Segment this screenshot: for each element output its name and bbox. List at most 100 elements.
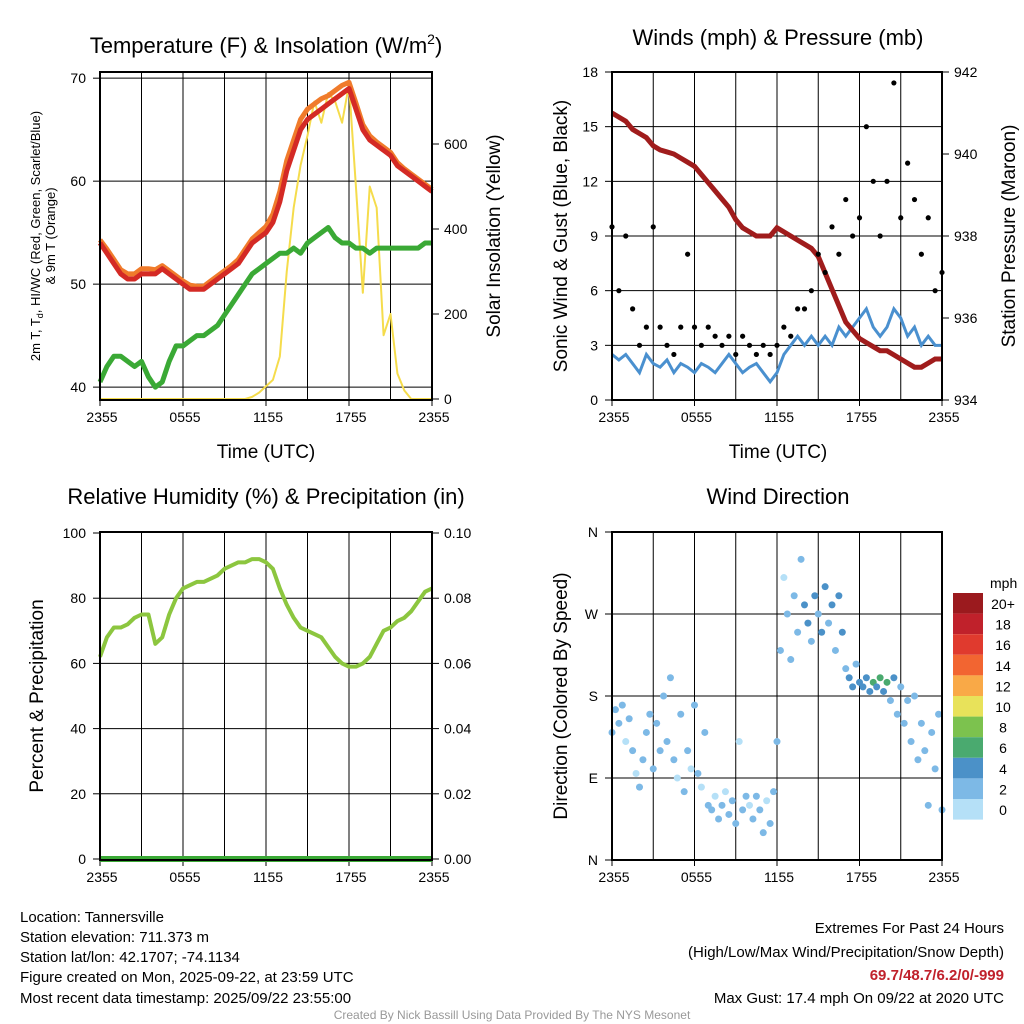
gust-point: [843, 196, 849, 203]
gust-point: [918, 251, 924, 257]
gust-point: [746, 342, 753, 348]
temperature-title: Temperature (F) & Insolation (W/m2): [90, 31, 443, 58]
wind-direction-point: [866, 687, 874, 695]
y-tick-label: 40: [70, 379, 86, 395]
wind-direction-point: [684, 747, 692, 755]
recent-data-text: Most recent data timestamp: 2025/09/22 2…: [20, 990, 351, 1007]
wind-direction-point: [680, 788, 688, 796]
wind-direction-point: [835, 592, 843, 600]
y-tick-label: N: [588, 524, 598, 540]
x-tick-label: 2355: [928, 409, 959, 425]
wind-direction-point: [893, 710, 901, 718]
pressure-line: [610, 110, 942, 370]
wind-direction-point: [673, 774, 681, 782]
wind-direction-point: [739, 806, 747, 814]
gust-point: [850, 233, 856, 239]
extremes-values: 69.7/48.7/6.2/0/-999: [870, 967, 1004, 984]
series-line-2m-t: [97, 85, 434, 292]
wind-direction-point: [880, 687, 888, 695]
colorbar-swatch: [953, 778, 983, 799]
wind-direction-point: [618, 701, 626, 709]
x-tick-label: 0555: [169, 409, 200, 425]
right-y-tick-label: 942: [954, 64, 978, 80]
gust-point: [650, 224, 656, 230]
wind-direction-point: [718, 801, 726, 809]
right-y-tick-label: 0.08: [444, 590, 471, 606]
wind-direction-point: [828, 601, 836, 609]
temperature-xlabel: Time (UTC): [217, 442, 316, 463]
wind-direction-point: [825, 619, 833, 627]
wind-direction-point: [670, 756, 678, 764]
x-tick-label: 1155: [764, 409, 794, 425]
wind-direction-point: [818, 628, 826, 636]
x-tick-label: 1755: [335, 869, 366, 885]
wind-direction-point: [697, 783, 705, 791]
colorbar-label: 6: [999, 740, 1007, 756]
wind-direction-point: [794, 628, 802, 636]
station-info: Location: Tannersville Station elevation…: [20, 909, 354, 1007]
temperature-panel: Temperature (F) & Insolation (W/m2) 2m T…: [28, 31, 505, 463]
panel-2-axes: 0 20 40 60 80 100 0.00 0.02 0.04 0.06 0.08 0.10 2355…: [63, 525, 472, 885]
gust-point: [657, 324, 663, 330]
y-tick-label: 9: [590, 228, 598, 244]
wind-direction-point: [907, 738, 915, 746]
plot-frame: [611, 71, 943, 401]
wind-direction-point: [783, 610, 791, 618]
plot-frame: [99, 71, 433, 401]
credit-text: Created By Nick Bassill Using Data Provi…: [334, 1008, 691, 1022]
gust-point: [829, 224, 835, 230]
right-y-tick-label: 940: [954, 146, 978, 162]
gust-point: [691, 324, 698, 330]
y-tick-label: 0: [78, 851, 86, 867]
right-y-tick-label: 600: [444, 136, 468, 152]
right-y-tick-label: 0.00: [444, 851, 471, 867]
colorbar-label: 10: [995, 699, 1011, 715]
x-tick-label: 0555: [681, 409, 712, 425]
gust-point: [911, 196, 918, 203]
right-y-tick-label: 0.04: [444, 721, 471, 737]
colorbar-swatch: [953, 799, 983, 820]
gust-point: [863, 124, 869, 130]
gust-point: [877, 233, 883, 239]
wind-direction-point: [611, 706, 619, 714]
right-y-tick-label: 0: [444, 391, 452, 407]
x-tick-label: 1755: [846, 869, 877, 885]
wind-direction-point: [677, 710, 685, 718]
max-gust-text: Max Gust: 17.4 mph On 09/22 at 2020 UTC: [714, 990, 1004, 1007]
wind-direction-point: [928, 728, 936, 736]
gust-point: [698, 342, 704, 348]
right-y-tick-label: 0.02: [444, 786, 471, 802]
wind-direction-point: [845, 674, 853, 682]
wind-direction-point: [615, 719, 623, 727]
temperature-ylabel-line2: & 9m T (Orange): [43, 187, 58, 284]
colorbar-swatch: [953, 675, 983, 696]
gust-point: [870, 178, 876, 184]
colorbar-label: 8: [999, 720, 1007, 736]
gust-point: [932, 288, 938, 294]
wind-direction-title: Wind Direction: [706, 484, 849, 509]
colorbar-swatch: [953, 757, 983, 779]
wind-direction-point: [649, 765, 657, 773]
wind-direction-point: [797, 555, 805, 563]
wind-direction-point: [838, 628, 846, 636]
y-tick-label: 60: [70, 173, 86, 189]
right-y-tick-label: 0.06: [444, 655, 471, 671]
winds-xlabel: Time (UTC): [729, 442, 828, 463]
gust-point: [815, 251, 821, 257]
elevation-text: Station elevation: 711.373 m: [20, 929, 209, 946]
gust-point: [733, 351, 739, 358]
plot-frame: [611, 531, 943, 861]
y-tick-label: 6: [590, 283, 598, 299]
wind-direction-point: [876, 674, 884, 682]
wind-direction-point: [842, 665, 850, 673]
x-tick-label: 2355: [86, 869, 117, 885]
plot-frame: [99, 531, 433, 861]
gust-point: [740, 333, 746, 339]
wind-direction-point: [636, 783, 643, 791]
colorbar-label: 4: [999, 761, 1007, 777]
y-tick-label: 12: [582, 173, 598, 189]
wind-direction-point: [660, 692, 668, 700]
wind-direction-point: [897, 683, 905, 691]
latlon-text: Station lat/lon: 42.1707; -74.1134: [20, 949, 240, 966]
x-tick-label: 0555: [169, 869, 200, 885]
